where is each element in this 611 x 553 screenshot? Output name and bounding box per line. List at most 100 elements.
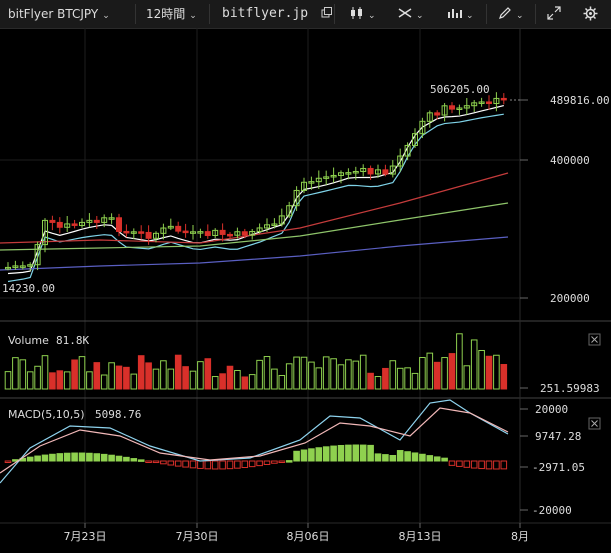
volume-bar [49, 372, 56, 390]
volume-axis-label: 251.59983 [540, 382, 600, 395]
candle [79, 221, 85, 226]
volume-bar [463, 365, 471, 390]
macd-histogram-bar [34, 455, 41, 462]
candlestick-icon [351, 7, 362, 19]
macd-histogram-bar [382, 454, 389, 462]
macd-histogram-bar [211, 460, 219, 470]
volume-bar [130, 373, 138, 390]
ma-line-4 [0, 202, 509, 251]
macd-histogram-bar [189, 460, 197, 469]
volume-bar [4, 371, 12, 390]
high-price-label: 506205.00 [430, 83, 490, 96]
fullscreen-button[interactable] [547, 0, 561, 28]
candle [375, 169, 381, 175]
candle [352, 170, 359, 174]
macd-histogram-bar [234, 460, 241, 469]
macd-histogram-bar [160, 460, 167, 465]
macd-histogram-bar [330, 445, 337, 462]
macd-histogram-bar [137, 459, 145, 462]
volume-bar [19, 359, 27, 390]
macd-histogram-bar [433, 456, 441, 462]
volume-bar [145, 362, 152, 390]
compare-button[interactable]: ⌄ [398, 0, 424, 28]
candle [338, 172, 344, 176]
macd-histogram-bar [293, 450, 300, 462]
macd-histogram-bar [219, 460, 226, 470]
macd-histogram-bar [345, 444, 352, 462]
interval-selector[interactable]: 12時間 ⌄ [146, 0, 197, 28]
chart-canvas[interactable]: 489816.00 400000 200000 506205.00 14230.… [0, 28, 611, 553]
macd-histogram-bar [278, 460, 286, 463]
candle [34, 244, 41, 266]
macd-histogram-bar [426, 455, 434, 462]
chevron-down-icon: ⌄ [189, 11, 197, 21]
macd-line [0, 399, 509, 484]
close-icon [591, 420, 598, 427]
compare-icon [398, 8, 412, 18]
macd-histogram-bar [300, 449, 308, 462]
macd-histogram-bar [352, 444, 360, 462]
chevron-down-icon: ⌄ [416, 11, 424, 21]
volume-bar [456, 333, 463, 390]
macd-histogram-bar [93, 453, 101, 462]
settings-button[interactable] [583, 0, 598, 28]
volume-bar [115, 365, 123, 390]
macd-close-button[interactable] [588, 417, 601, 430]
macd-axis[interactable]: 20000 9747.28 -2971.05 -20000 [520, 403, 585, 517]
gear-icon [583, 6, 598, 21]
volume-bar [241, 376, 249, 390]
volume-bar [211, 376, 219, 390]
indicators-button[interactable]: ⌄ [448, 0, 474, 28]
macd-histogram-bar [493, 460, 500, 470]
volume-bar [470, 339, 478, 390]
volume-bar [263, 356, 271, 390]
macd-histogram-bar [315, 447, 323, 462]
time-axis[interactable]: 7月23日 7月30日 8月06日 8月13日 8月 [64, 523, 530, 543]
time-axis-label: 7月30日 [176, 530, 219, 543]
candle [293, 189, 300, 207]
candle [301, 181, 307, 191]
candle [71, 223, 78, 226]
volume-bar [396, 367, 404, 390]
chart-type-button[interactable]: ⌄ [350, 0, 376, 28]
volume-bar [204, 358, 212, 390]
candle [190, 231, 196, 234]
volume-bar [352, 360, 360, 390]
candle [197, 231, 204, 234]
volume-close-button[interactable] [588, 333, 601, 346]
price-axis-label-current: 489816.00 [550, 94, 610, 107]
candle [160, 227, 167, 234]
macd-histogram-bar [108, 454, 115, 462]
chevron-down-icon: ⌄ [102, 11, 110, 21]
candle [323, 176, 330, 179]
macd-histogram-bar [71, 452, 78, 462]
price-axis-label: 400000 [550, 154, 590, 167]
macd-histogram-bar [374, 453, 382, 462]
candle [360, 167, 367, 172]
candle [101, 217, 108, 223]
macd-histogram-bar [78, 452, 86, 462]
candle [382, 169, 389, 175]
volume-bar [374, 376, 382, 390]
price-axis[interactable]: 489816.00 400000 200000 [520, 94, 610, 305]
candle [308, 181, 315, 184]
site-label: bitflyer.jp [222, 6, 309, 21]
candle [471, 102, 478, 107]
volume-bar [322, 356, 330, 390]
macd-histogram-bar [145, 460, 152, 463]
symbol-selector[interactable]: bitFlyer BTCJPY ⌄ [8, 0, 110, 28]
candle [249, 230, 256, 236]
candle [234, 231, 241, 236]
volume-bar [108, 362, 115, 390]
chevron-down-icon: ⌄ [516, 11, 524, 21]
toolbar-divider [535, 4, 536, 24]
macd-histogram-bar [411, 452, 419, 462]
volume-bar [293, 356, 300, 390]
candle [315, 177, 322, 183]
macd-histogram-bar [389, 454, 397, 462]
site-link[interactable]: bitflyer.jp [222, 0, 332, 28]
macd-histogram-bar [478, 460, 485, 470]
drawing-tools-button[interactable]: ⌄ [498, 0, 524, 28]
macd-histogram-bar [130, 458, 138, 462]
candle [256, 227, 263, 232]
